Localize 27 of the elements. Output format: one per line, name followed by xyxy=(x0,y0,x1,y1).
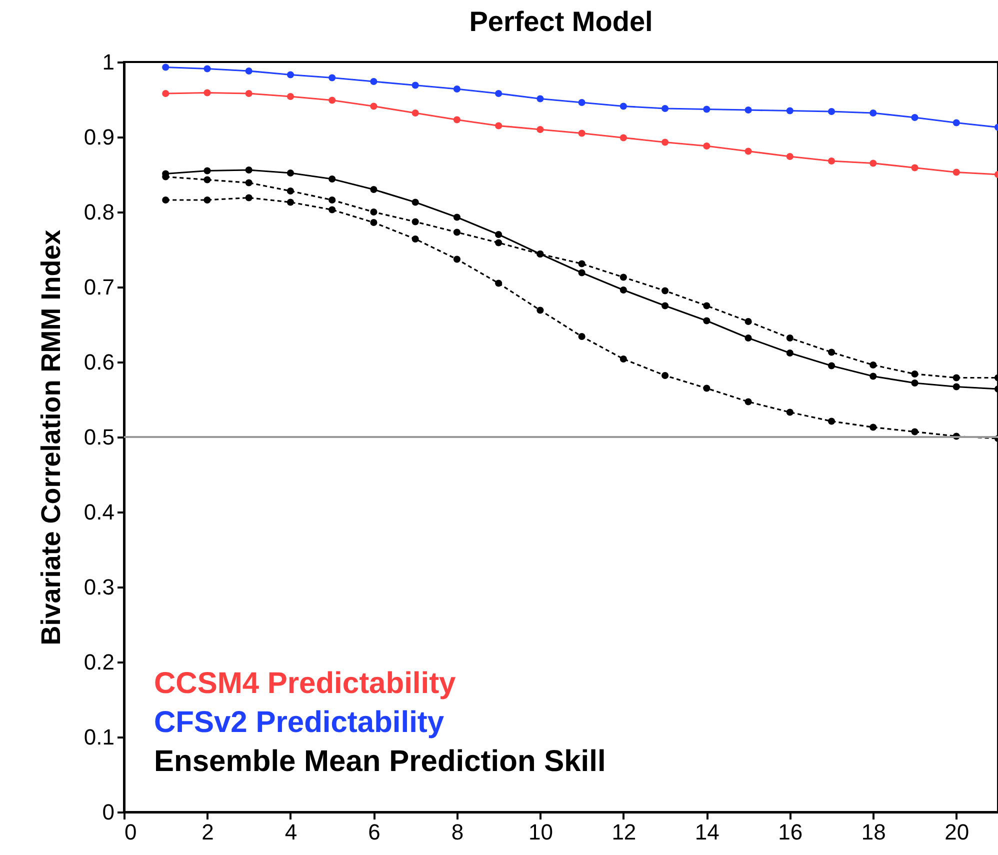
x-tick-label: 12 xyxy=(612,820,636,844)
x-tick-label: 8 xyxy=(451,820,464,844)
x-tick-label: 14 xyxy=(694,820,720,844)
text: CFSv2 Predictability xyxy=(154,706,444,739)
x-tick-label: 18 xyxy=(861,820,886,844)
y-tick-label: 0.5 xyxy=(84,424,114,450)
y-tick-label: 0.1 xyxy=(84,724,114,750)
y-tick-label: 0.7 xyxy=(84,274,114,300)
y-tick-label: 0.4 xyxy=(84,500,114,524)
x-tick-label: 6 xyxy=(368,820,380,844)
y-tick-label: 0.3 xyxy=(84,574,114,600)
text: CCSM4 Predictability xyxy=(154,667,456,700)
x-tick-label: 20 xyxy=(944,820,970,844)
y-axis-title: Bivariate Correlation RMM Index xyxy=(36,230,66,646)
y-tick-label: 0 xyxy=(102,800,114,824)
y-tick-label: 0.9 xyxy=(84,124,114,150)
x-tick-label: 0 xyxy=(124,820,137,844)
x-tick-label: 10 xyxy=(528,820,553,844)
x-tick-label: 16 xyxy=(778,820,803,844)
y-tick-label: 1 xyxy=(102,50,114,74)
chart-title: Perfect Model xyxy=(469,6,653,37)
x-tick-label: 2 xyxy=(202,820,214,844)
y-tick-label: 0.6 xyxy=(84,350,114,374)
y-tick-label: 0.8 xyxy=(84,200,114,224)
text: Ensemble Mean Prediction Skill xyxy=(154,745,606,778)
y-tick-label: 0.2 xyxy=(84,650,114,674)
x-tick-label: 4 xyxy=(284,820,298,844)
